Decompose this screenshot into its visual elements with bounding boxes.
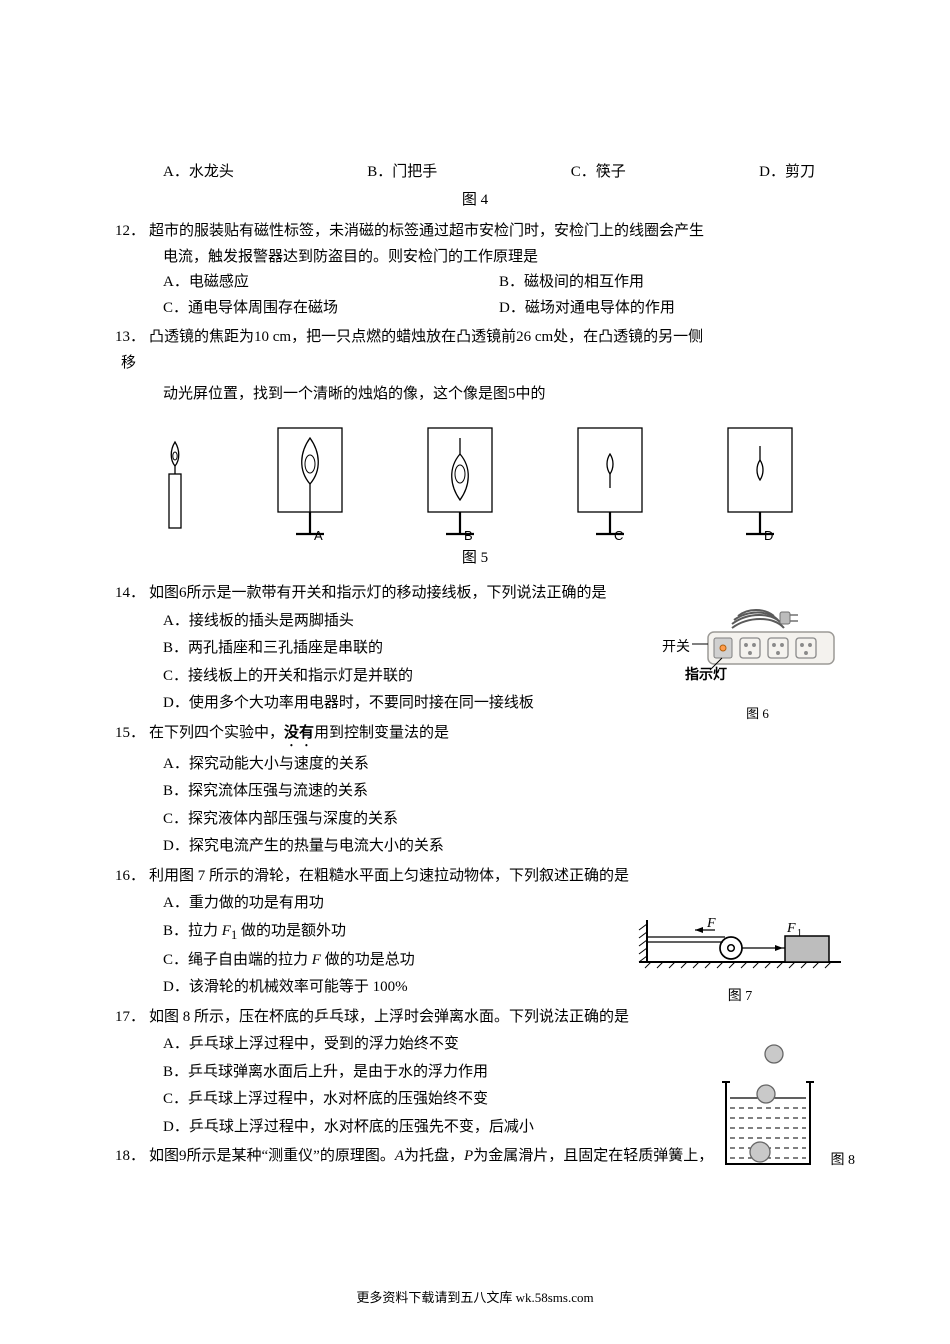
- q13-stem2: 动光屏位置，找到一个清晰的烛焰的像，这个像是图5中的: [163, 386, 546, 402]
- fig5-c: C: [570, 422, 650, 542]
- fig6-switch-label: 开关: [662, 636, 690, 656]
- opt-a: A．水龙头: [163, 160, 234, 186]
- opt-c: C．筷子: [571, 160, 626, 186]
- q14-stem: 如图6所示是一款带有开关和指示灯的移动接线板，下列说法正确的是: [149, 581, 835, 607]
- q12-d: D．磁场对通电导体的作用: [499, 296, 835, 322]
- fig6-caption: 图 6: [670, 703, 845, 722]
- q17-num: 17．: [115, 1005, 149, 1031]
- fig4-label: 图 4: [115, 188, 835, 214]
- q12-b: B．磁极间的相互作用: [499, 270, 835, 296]
- opt-b: B．门把手: [367, 160, 437, 186]
- q15-d: D．探究电流产生的热量与电流大小的关系: [115, 834, 835, 860]
- q12-body: 超市的服装贴有磁性标签，未消磁的标签通过超市安检门时，安检门上的线圈会产生: [149, 219, 835, 245]
- q13-stem2-wrap: 动光屏位置，找到一个清晰的烛焰的像，这个像是图5中的: [115, 382, 835, 408]
- q12-a: A．电磁感应: [163, 270, 499, 296]
- fig8: 图 8: [685, 1042, 845, 1177]
- fig6-led-label: 指示灯: [685, 664, 727, 684]
- fig7-svg: F F 1: [635, 918, 845, 976]
- opt-d: D．剪刀: [759, 160, 815, 186]
- fig5-b-label: B: [464, 528, 473, 542]
- q13-body: 凸透镜的焦距为10 cm，把一只点燃的蜡烛放在凸透镜前26 cm处，在凸透镜的另…: [149, 325, 835, 351]
- fig5-caption: 图 5: [115, 546, 835, 572]
- q12-stem2-wrap: 电流，触发报警器达到防盗目的。则安检门的工作原理是: [115, 245, 835, 271]
- q12-stem2: 电流，触发报警器达到防盗目的。则安检门的工作原理是: [163, 249, 538, 265]
- q15-c: C．探究液体内部压强与深度的关系: [115, 807, 835, 833]
- q15-a: A．探究动能大小与速度的关系: [115, 752, 835, 778]
- fig5-d-label: D: [764, 528, 773, 542]
- svg-text:F: F: [706, 918, 716, 931]
- fig5-row: A B C: [115, 422, 835, 542]
- q14-num: 14．: [115, 581, 149, 607]
- fig5-b: B: [420, 422, 500, 542]
- fig6: 开关 指示灯 图 6: [670, 608, 845, 722]
- q13-hang-text: 移: [121, 355, 136, 371]
- q18-a-var: A: [395, 1148, 404, 1164]
- q18-mid: 为托盘，: [404, 1148, 464, 1164]
- fig5-d: D: [720, 422, 800, 542]
- q16-c-post: 做的功是总功: [321, 952, 415, 968]
- q15-pre: 在下列四个实验中，: [149, 725, 284, 741]
- svg-text:1: 1: [797, 928, 802, 939]
- q12: 12． 超市的服装贴有磁性标签，未消磁的标签通过超市安检门时，安检门上的线圈会产…: [115, 219, 835, 245]
- page: A．水龙头 B．门把手 C．筷子 D．剪刀 图 4 12． 超市的服装贴有磁性标…: [0, 0, 950, 1210]
- fig7: F F 1 图 7: [635, 918, 845, 1005]
- q17: 17． 如图 8 所示，压在杯底的乒乓球，上浮时会弹离水面。下列说法正确的是: [115, 1005, 835, 1031]
- q16-num: 16．: [115, 864, 149, 890]
- fig5-candle: [150, 432, 200, 542]
- svg-text:F: F: [786, 921, 796, 936]
- q14: 14． 如图6所示是一款带有开关和指示灯的移动接线板，下列说法正确的是: [115, 581, 835, 607]
- q16: 16． 利用图 7 所示的滑轮，在粗糙水平面上匀速拉动物体，下列叙述正确的是: [115, 864, 835, 890]
- q15-post: 用到控制变量法的是: [314, 725, 449, 741]
- q13: 13． 凸透镜的焦距为10 cm，把一只点燃的蜡烛放在凸透镜前26 cm处，在凸…: [115, 325, 835, 351]
- q18-post: 为金属滑片，且固定在轻质弹簧上，: [473, 1148, 713, 1164]
- q15-emph: 没有: [284, 725, 314, 741]
- q16-b-f: F: [222, 923, 231, 939]
- fig8-caption: 图 8: [831, 1149, 856, 1169]
- q15: 15． 在下列四个实验中，没有用到控制变量法的是: [115, 721, 835, 750]
- q18-pre: 如图9所示是某种“测重仪”的原理图。: [149, 1148, 395, 1164]
- q12-num: 12．: [115, 219, 149, 245]
- q16-b-pre: B．拉力: [163, 923, 222, 939]
- footer: 更多资料下载请到五八文库 wk.58sms.com: [0, 1287, 950, 1306]
- q12-opts-row1: A．电磁感应 B．磁极间的相互作用: [115, 270, 835, 296]
- fig7-caption: 图 7: [635, 985, 845, 1005]
- q11-options: A．水龙头 B．门把手 C．筷子 D．剪刀: [115, 160, 835, 186]
- q16-c-f: F: [312, 952, 321, 968]
- q18-num: 18．: [115, 1144, 149, 1170]
- fig8-svg: [700, 1042, 830, 1172]
- q16-a: A．重力做的功是有用功: [115, 891, 835, 917]
- q15-stem: 在下列四个实验中，没有用到控制变量法的是: [149, 721, 835, 750]
- fig5-a-label: A: [314, 528, 323, 542]
- fig5-c-label: C: [614, 528, 623, 542]
- q16-stem: 利用图 7 所示的滑轮，在粗糙水平面上匀速拉动物体，下列叙述正确的是: [149, 864, 835, 890]
- q13-stem1: 凸透镜的焦距为10 cm，把一只点燃的蜡烛放在凸透镜前26 cm处，在凸透镜的另…: [149, 329, 703, 345]
- q12-c: C．通电导体周围存在磁场: [163, 296, 499, 322]
- q18-p-var: P: [464, 1148, 473, 1164]
- q17-stem: 如图 8 所示，压在杯底的乒乓球，上浮时会弹离水面。下列说法正确的是: [149, 1005, 835, 1031]
- q16-b-post: 做的功是额外功: [237, 923, 346, 939]
- q12-opts-row2: C．通电导体周围存在磁场 D．磁场对通电导体的作用: [115, 296, 835, 322]
- q16-c-pre: C．绳子自由端的拉力: [163, 952, 312, 968]
- q12-stem1: 超市的服装贴有磁性标签，未消磁的标签通过超市安检门时，安检门上的线圈会产生: [149, 223, 704, 239]
- q15-num: 15．: [115, 721, 149, 750]
- q13-hang: 移: [115, 351, 835, 377]
- fig5-a: A: [270, 422, 350, 542]
- q15-b: B．探究流体压强与流速的关系: [115, 779, 835, 805]
- q13-num: 13．: [115, 325, 149, 351]
